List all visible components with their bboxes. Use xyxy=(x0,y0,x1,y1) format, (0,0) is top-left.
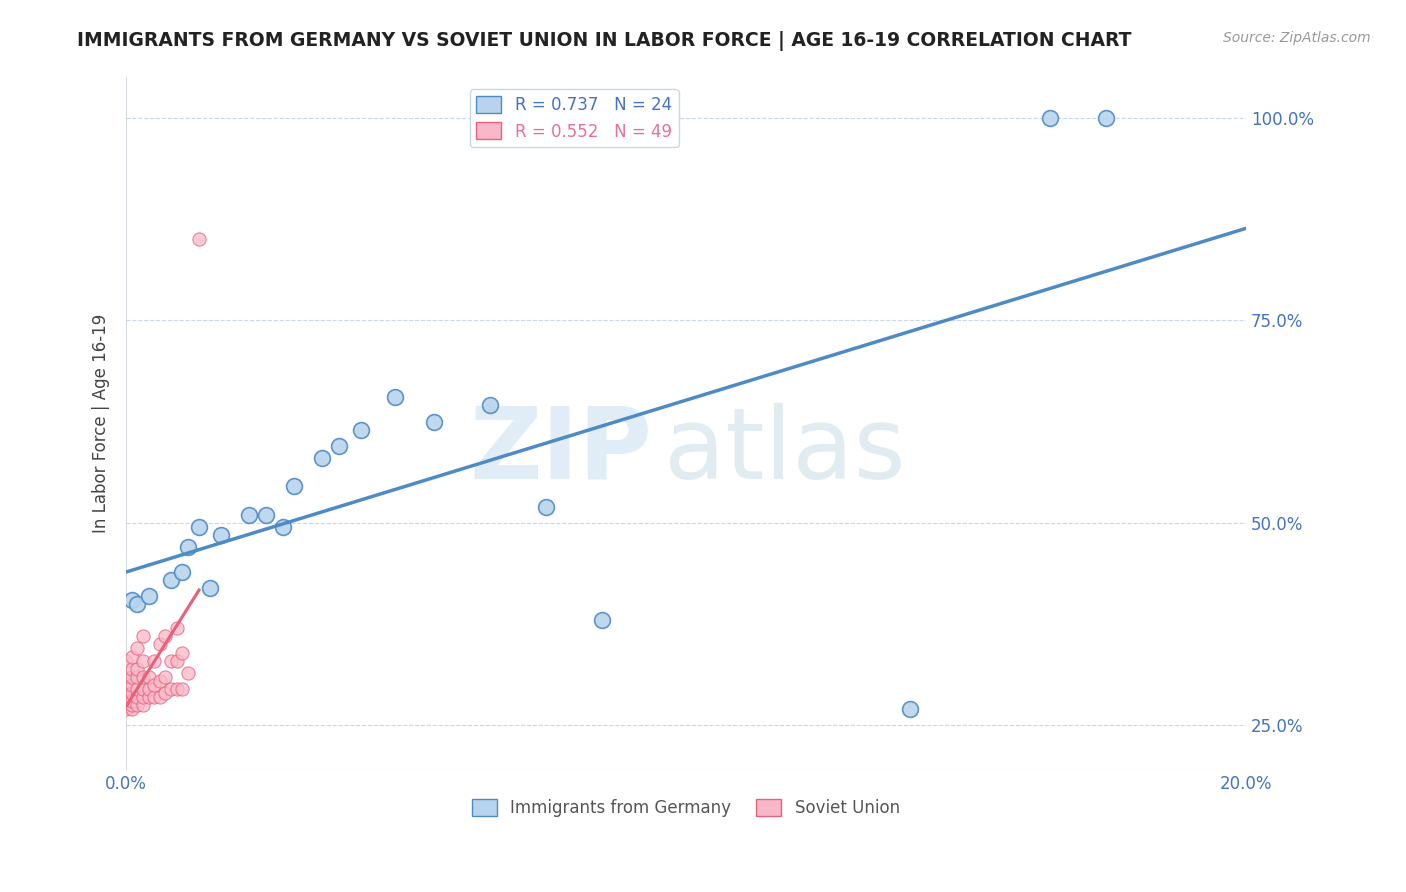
Point xyxy=(350,423,373,437)
Point xyxy=(534,500,557,514)
Point xyxy=(138,670,160,684)
Point xyxy=(155,686,177,700)
Point xyxy=(160,573,183,587)
Point xyxy=(132,629,155,643)
Point xyxy=(149,637,172,651)
Point xyxy=(115,654,138,668)
Point xyxy=(132,681,155,696)
Point xyxy=(172,565,194,579)
Point xyxy=(127,597,149,611)
Text: Source: ZipAtlas.com: Source: ZipAtlas.com xyxy=(1223,31,1371,45)
Point xyxy=(127,681,149,696)
Point xyxy=(127,698,149,713)
Point xyxy=(898,702,921,716)
Point xyxy=(172,646,194,660)
Point xyxy=(271,520,294,534)
Point xyxy=(127,641,149,656)
Point xyxy=(132,690,155,704)
Text: IMMIGRANTS FROM GERMANY VS SOVIET UNION IN LABOR FORCE | AGE 16-19 CORRELATION C: IMMIGRANTS FROM GERMANY VS SOVIET UNION … xyxy=(77,31,1132,51)
Legend: Immigrants from Germany, Soviet Union: Immigrants from Germany, Soviet Union xyxy=(465,792,907,824)
Point xyxy=(172,681,194,696)
Point xyxy=(311,451,333,466)
Point xyxy=(166,681,188,696)
Point xyxy=(121,678,143,692)
Point xyxy=(143,678,166,692)
Point xyxy=(121,694,143,708)
Point xyxy=(121,686,143,700)
Point xyxy=(121,698,143,713)
Point xyxy=(121,670,143,684)
Point xyxy=(423,415,446,429)
Point xyxy=(211,528,233,542)
Point xyxy=(591,613,613,627)
Point xyxy=(149,690,172,704)
Point xyxy=(115,670,138,684)
Point xyxy=(115,698,138,713)
Point xyxy=(200,581,222,595)
Point xyxy=(127,690,149,704)
Point xyxy=(143,654,166,668)
Point xyxy=(115,686,138,700)
Point xyxy=(188,232,211,246)
Point xyxy=(138,681,160,696)
Point xyxy=(166,654,188,668)
Text: ZIP: ZIP xyxy=(470,403,652,500)
Point xyxy=(166,621,188,635)
Text: atlas: atlas xyxy=(664,403,905,500)
Y-axis label: In Labor Force | Age 16-19: In Labor Force | Age 16-19 xyxy=(93,314,110,533)
Point xyxy=(132,654,155,668)
Point xyxy=(177,541,200,555)
Point xyxy=(121,649,143,664)
Point xyxy=(479,399,502,413)
Point xyxy=(115,690,138,704)
Point xyxy=(121,662,143,676)
Point xyxy=(1039,111,1062,125)
Point xyxy=(132,698,155,713)
Point xyxy=(115,702,138,716)
Point xyxy=(160,654,183,668)
Point xyxy=(188,520,211,534)
Point xyxy=(127,670,149,684)
Point xyxy=(143,690,166,704)
Point xyxy=(160,681,183,696)
Point xyxy=(115,681,138,696)
Point xyxy=(132,670,155,684)
Point xyxy=(115,694,138,708)
Point xyxy=(127,662,149,676)
Point xyxy=(1095,111,1118,125)
Point xyxy=(155,629,177,643)
Point xyxy=(254,508,277,522)
Point xyxy=(149,673,172,688)
Point xyxy=(328,439,350,453)
Point xyxy=(155,670,177,684)
Point xyxy=(238,508,260,522)
Point xyxy=(121,702,143,716)
Point xyxy=(177,665,200,680)
Point xyxy=(283,479,305,493)
Point xyxy=(384,391,406,405)
Point xyxy=(138,589,160,603)
Point xyxy=(138,690,160,704)
Point xyxy=(121,593,143,607)
